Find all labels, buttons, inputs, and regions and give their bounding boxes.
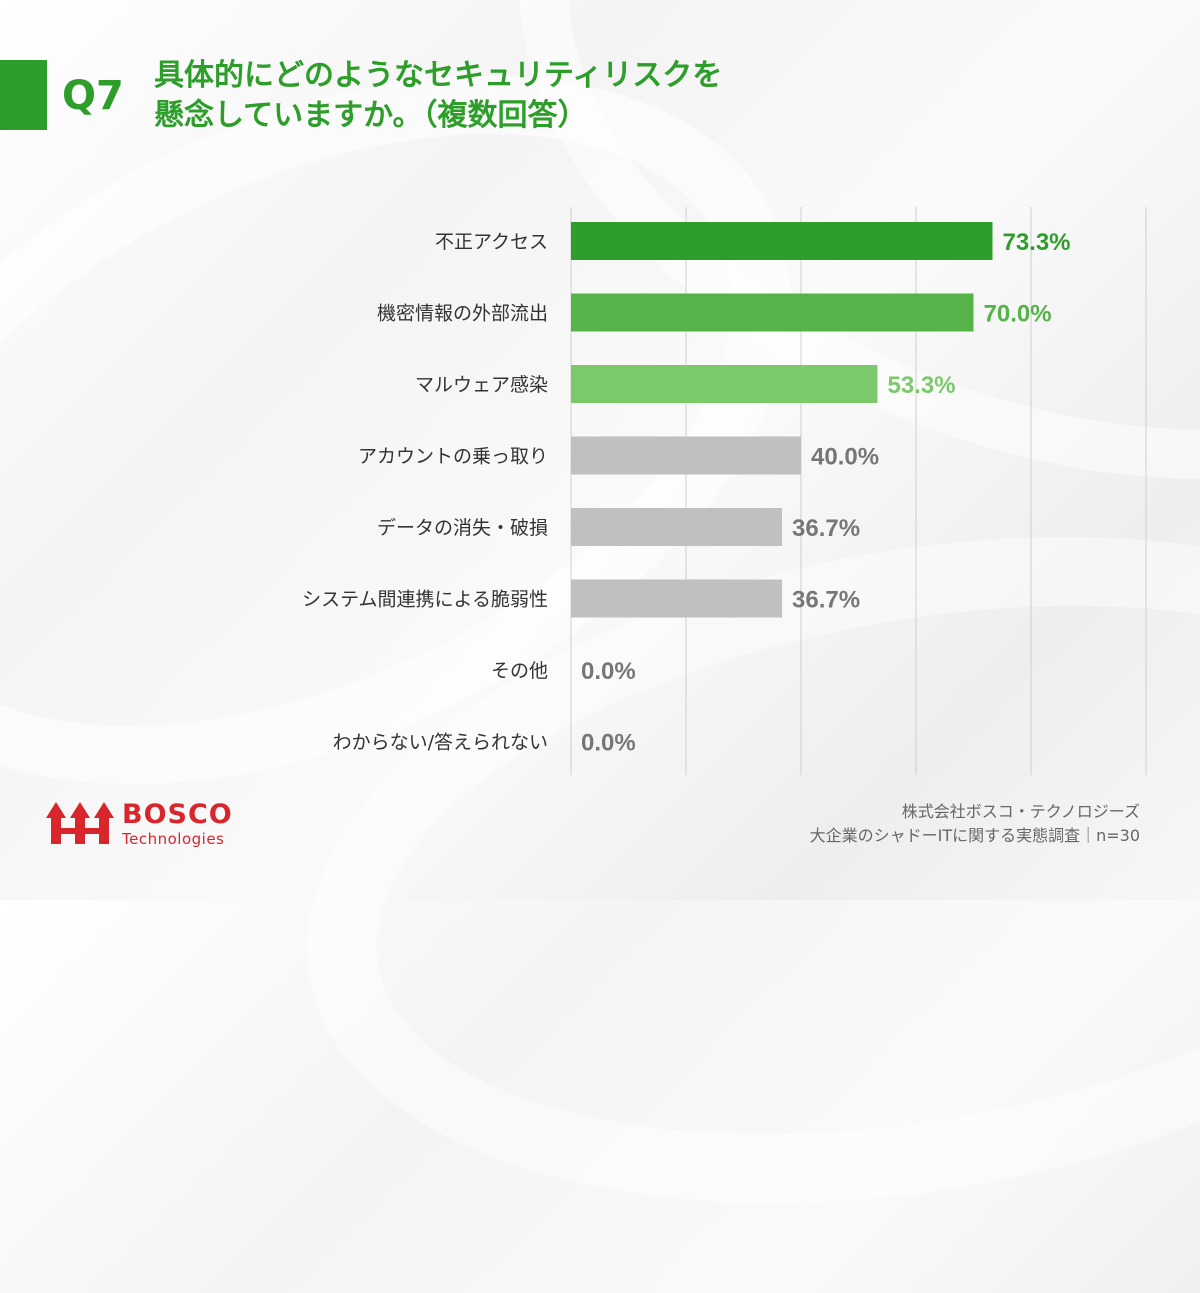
logo-name: BOSCO [122, 799, 233, 830]
bar [571, 508, 783, 546]
bar-chart: 不正アクセス 73.3% 機密情報の外部流出 70.0% マルウェア感染 53.3% アカウ… [302, 207, 1147, 775]
value-label: 73.3% [1002, 229, 1070, 256]
value-label: 0.0% [581, 730, 636, 757]
bosco-logo: BOSCO Technologies [45, 800, 245, 852]
question-accent-bar [0, 60, 47, 130]
bar [571, 222, 993, 260]
logo-subtitle: Technologies [122, 830, 225, 848]
value-label: 36.7% [792, 515, 860, 542]
category-label: 機密情報の外部流出 [377, 303, 548, 325]
category-label: マルウェア感染 [415, 374, 548, 396]
footer-credit: 株式会社ボスコ・テクノロジーズ 大企業のシャドーITに関する実態調査｜n=30 [810, 800, 1140, 848]
category-label: アカウントの乗っ取り [358, 446, 548, 468]
footer-survey: 大企業のシャドーITに関する実態調査｜n=30 [809, 826, 1140, 845]
category-label: わからない/答えられない [333, 732, 548, 754]
bar [571, 293, 974, 332]
bar [571, 579, 783, 618]
bar [571, 365, 878, 403]
value-label: 40.0% [811, 444, 879, 471]
category-label: データの消失・破損 [377, 517, 548, 539]
logo-mark-icon [46, 802, 114, 844]
bar [571, 436, 801, 475]
question-number: Q7 [62, 73, 124, 119]
question-title-line2: 懸念していますか。（複数回答） [154, 98, 588, 133]
category-label: その他 [491, 660, 548, 682]
logo-text: BOSCO Technologies [122, 799, 233, 849]
category-label: 不正アクセス [435, 231, 548, 253]
question-title: 具体的にどのようなセキュリティリスクを 懸念していますか。（複数回答） [154, 56, 722, 136]
value-label: 53.3% [887, 372, 955, 399]
category-label: システム間連携による脆弱性 [302, 589, 548, 611]
question-title-line1: 具体的にどのようなセキュリティリスクを [154, 58, 723, 93]
footer-company: 株式会社ボスコ・テクノロジーズ [901, 802, 1140, 821]
value-label: 0.0% [581, 658, 636, 685]
value-label: 36.7% [792, 587, 860, 614]
value-label: 70.0% [984, 301, 1052, 328]
